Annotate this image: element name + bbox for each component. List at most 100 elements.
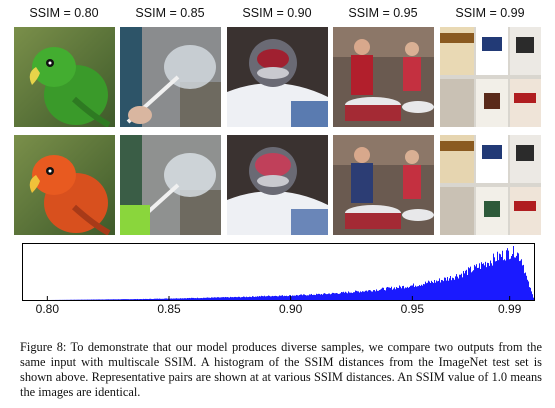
histogram-bar — [102, 299, 103, 300]
histogram-bar — [423, 283, 424, 300]
histogram-bar — [265, 296, 266, 300]
histogram-bar — [373, 290, 374, 300]
histogram-bar — [469, 268, 470, 300]
histogram-bar — [467, 275, 468, 300]
histogram-bar — [198, 298, 199, 300]
histogram-bar — [484, 265, 485, 300]
histogram-bar — [164, 298, 165, 300]
histogram-bar — [187, 297, 188, 300]
histogram-bar — [426, 283, 427, 300]
histogram-bar — [351, 292, 352, 300]
histogram-bar — [125, 299, 126, 300]
histogram-bar — [294, 295, 295, 300]
histogram-bar — [377, 290, 378, 300]
histogram-bar — [132, 299, 133, 300]
histogram-bar — [366, 290, 367, 300]
histogram-bar — [455, 276, 456, 300]
histogram-bar — [321, 293, 322, 300]
histogram-bar — [311, 293, 312, 300]
histogram-bar — [269, 295, 270, 300]
histogram-bar — [171, 298, 172, 300]
histogram-bar — [260, 296, 261, 300]
histogram-bar — [473, 270, 474, 300]
histogram-bar — [340, 293, 341, 300]
histogram-bar — [261, 295, 262, 300]
histogram-bar — [320, 294, 321, 300]
histogram-bar — [313, 294, 314, 300]
histogram-bar — [510, 258, 511, 300]
histogram-bar — [409, 286, 410, 300]
histogram-bar — [338, 293, 339, 300]
histogram-bar — [219, 297, 220, 300]
histogram-bar — [341, 291, 342, 300]
histogram-bar — [251, 297, 252, 300]
histogram-bar — [142, 299, 143, 300]
histogram-bar — [146, 298, 147, 300]
histogram-bar — [480, 268, 481, 300]
histogram-bar — [491, 263, 492, 300]
histogram-bar — [395, 289, 396, 300]
histogram-bar — [247, 297, 248, 300]
histogram-bar — [417, 286, 418, 300]
histogram-bar — [245, 297, 246, 300]
histogram-bar — [465, 270, 466, 300]
histogram-bar — [390, 288, 391, 300]
histogram-bar — [173, 298, 174, 300]
histogram-bar — [192, 297, 193, 300]
histogram-bar — [475, 266, 476, 300]
histogram-bar — [136, 299, 137, 300]
histogram-bar — [400, 286, 401, 300]
histogram-bar — [202, 298, 203, 300]
histogram-bar — [418, 286, 419, 300]
histogram-bar — [490, 260, 491, 300]
histogram-bar — [358, 291, 359, 300]
histogram-bar — [532, 294, 533, 300]
sample-parrot-green — [14, 27, 115, 127]
histogram-bar — [511, 256, 512, 300]
histogram-bar — [316, 293, 317, 300]
histogram-bar — [328, 293, 329, 300]
histogram-bar — [446, 280, 447, 300]
histogram-bar — [383, 287, 384, 300]
histogram-bar — [501, 256, 502, 300]
histogram-bar — [204, 297, 205, 300]
histogram-bar — [526, 275, 527, 300]
histogram-bar — [337, 293, 338, 300]
histogram-bar — [509, 259, 510, 300]
histogram-bar — [172, 298, 173, 300]
histogram-bar — [232, 297, 233, 300]
x-tick-label: 0.80 — [35, 302, 59, 316]
histogram-bar — [413, 283, 414, 300]
histogram-bar — [131, 299, 132, 300]
histogram-bar — [176, 298, 177, 300]
histogram-bar — [123, 299, 124, 300]
histogram-bar — [280, 295, 281, 300]
histogram-bar — [486, 267, 487, 300]
histogram-bar — [281, 295, 282, 300]
histogram-bar — [326, 294, 327, 300]
histogram-bar — [362, 291, 363, 300]
histogram-bar — [228, 297, 229, 300]
histogram-bar — [196, 298, 197, 300]
histogram-bar — [270, 296, 271, 300]
histogram-bar — [223, 297, 224, 300]
histogram-bar — [387, 286, 388, 300]
histogram-bar — [143, 298, 144, 300]
sample-cigarettes-a — [440, 27, 541, 127]
histogram-bar — [393, 288, 394, 300]
histogram-bar — [186, 298, 187, 300]
histogram-bar — [157, 298, 158, 300]
histogram-bar — [503, 260, 504, 300]
histogram-bar — [137, 298, 138, 300]
histogram-bar — [161, 298, 162, 300]
sample-helmet-b — [227, 135, 328, 235]
histogram-bar — [533, 297, 534, 300]
histogram-bar — [153, 298, 154, 300]
histogram-bar — [147, 298, 148, 300]
histogram-bar — [216, 297, 217, 300]
sample-drummers-a — [333, 27, 434, 127]
histogram-bar — [356, 290, 357, 300]
histogram-bar — [463, 270, 464, 300]
sample-drummers-b — [333, 135, 434, 235]
histogram-bar — [398, 288, 399, 300]
